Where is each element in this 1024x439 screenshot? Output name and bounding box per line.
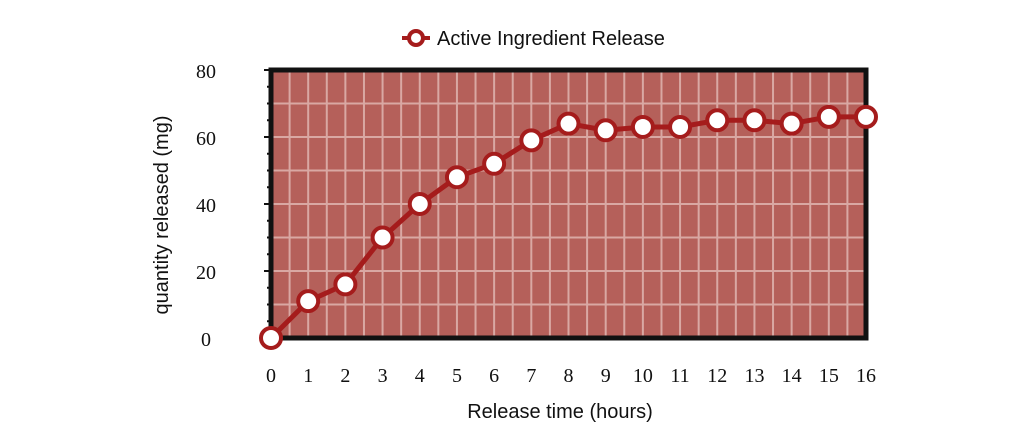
x-tick-label: 9 — [601, 365, 611, 387]
data-point — [519, 128, 544, 153]
data-point — [779, 111, 804, 136]
x-tick-label: 15 — [819, 365, 839, 387]
data-point — [556, 111, 581, 136]
x-tick-label: 2 — [340, 365, 350, 387]
x-tick-label: 11 — [670, 365, 689, 387]
x-tick-label: 7 — [526, 365, 536, 387]
data-point — [444, 165, 469, 190]
series-points — [259, 104, 878, 350]
x-tick-label: 6 — [489, 365, 499, 387]
data-point — [742, 108, 767, 133]
y-axis-ticks: 0 20 40 60 80 — [196, 61, 271, 351]
x-tick-label: 1 — [303, 365, 313, 387]
data-point — [854, 104, 878, 129]
data-point — [296, 289, 321, 314]
y-tick-label: 80 — [196, 61, 216, 83]
y-tick-label: 40 — [196, 195, 216, 217]
data-point — [407, 192, 432, 216]
data-point — [370, 225, 395, 250]
x-tick-label: 10 — [633, 365, 653, 387]
data-point — [705, 108, 730, 133]
legend-marker-swatch — [407, 29, 425, 47]
data-point — [593, 118, 618, 143]
x-tick-label: 16 — [856, 365, 876, 387]
x-tick-label: 4 — [415, 365, 425, 387]
data-point — [668, 114, 693, 139]
y-tick-label: 0 — [201, 329, 211, 351]
x-tick-label: 0 — [266, 365, 276, 387]
x-tick-label: 12 — [707, 365, 727, 387]
data-point — [259, 326, 283, 350]
x-tick-label: 5 — [452, 365, 462, 387]
x-tick-label: 3 — [378, 365, 388, 387]
legend-label: Active Ingredient Release — [437, 28, 665, 50]
x-axis-ticks: 0 1 2 3 4 5 6 7 8 9 10 11 12 13 14 15 16 — [266, 365, 876, 387]
x-tick-label: 13 — [744, 365, 764, 387]
y-tick-label: 60 — [196, 128, 216, 150]
grid-lines — [271, 70, 866, 338]
data-point — [630, 114, 655, 139]
y-axis-title: quantity released (mg) — [151, 116, 173, 315]
data-point — [333, 272, 358, 297]
x-tick-label: 14 — [782, 365, 802, 387]
x-axis-title: Release time (hours) — [467, 401, 653, 423]
x-tick-label: 8 — [564, 365, 574, 387]
y-tick-label: 20 — [196, 262, 216, 284]
legend: Active Ingredient Release — [402, 28, 665, 50]
data-point — [816, 104, 841, 129]
data-point — [482, 151, 507, 176]
